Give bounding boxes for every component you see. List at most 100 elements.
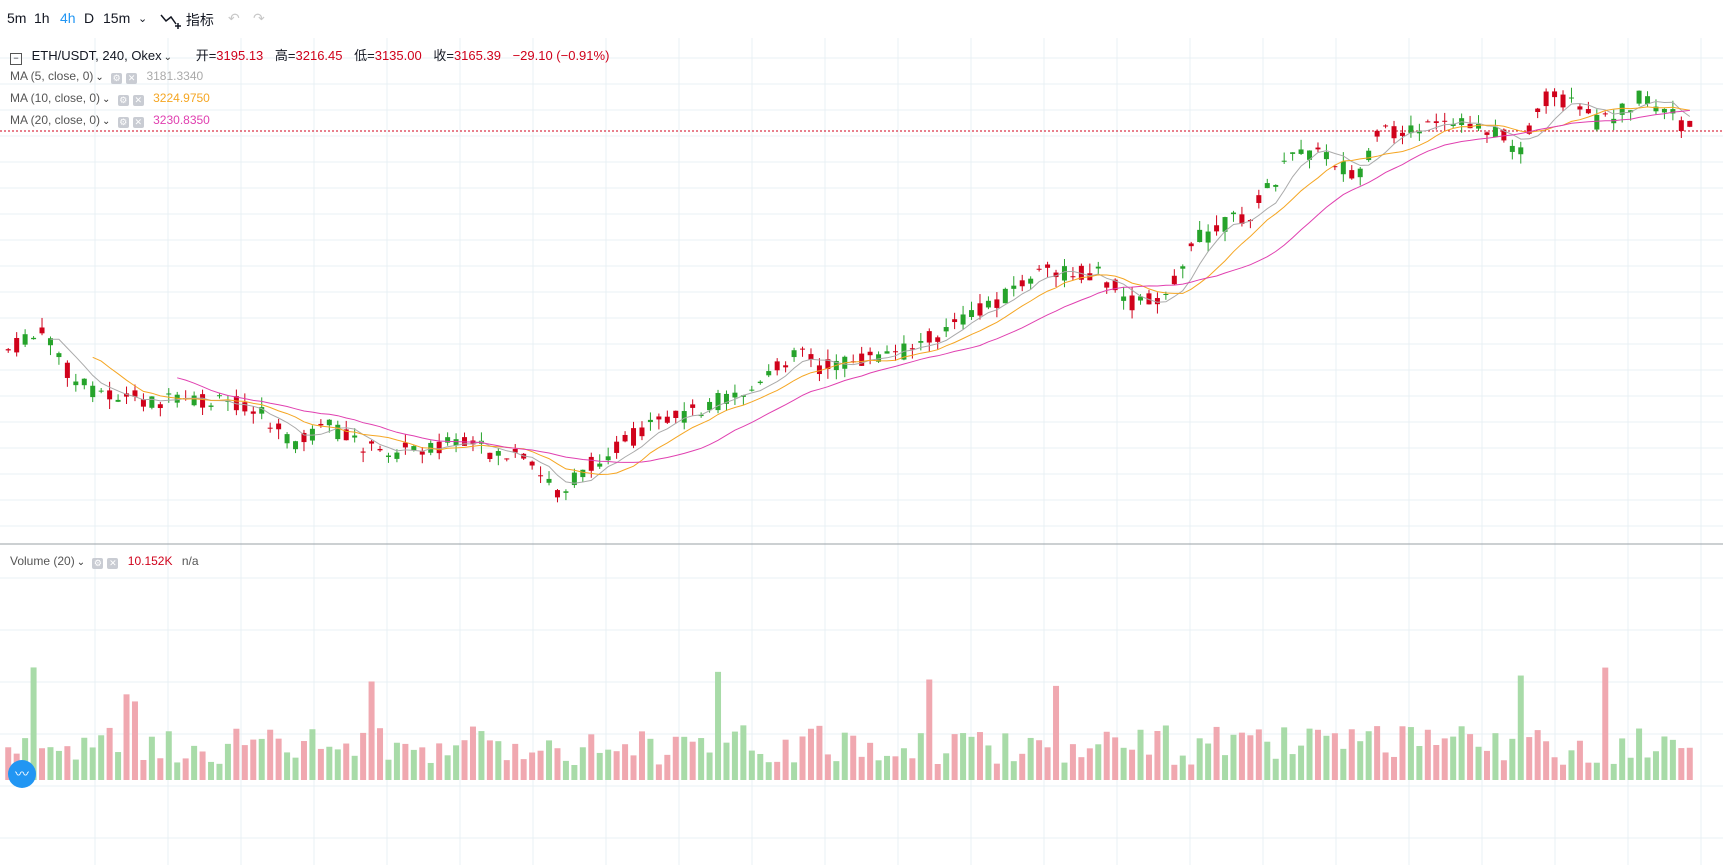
candle-body (504, 458, 510, 460)
candle-body (419, 451, 425, 455)
volume-bar (360, 732, 367, 780)
collapse-icon[interactable]: − (10, 53, 22, 65)
ma5-label[interactable]: MA (5, close, 0) (10, 69, 94, 83)
symbol-name[interactable]: ETH/USDT, 240, Okex (31, 48, 162, 63)
volume-bar (715, 671, 722, 780)
ma5-chevron-icon[interactable]: ⌄ (95, 72, 104, 83)
volume-bar (588, 734, 595, 780)
volume-bar (140, 759, 147, 780)
ma5-close-icon[interactable]: ✕ (126, 73, 138, 84)
volume-bar (1543, 741, 1550, 780)
high-label: 高= (274, 48, 296, 63)
volume-bar (1500, 760, 1507, 780)
candle-body (47, 338, 53, 346)
ma5-settings-icon[interactable]: ⚙ (111, 73, 123, 84)
candle-body (1526, 125, 1532, 134)
candle-body (631, 428, 637, 446)
volume-bar (1340, 748, 1347, 780)
candle-body (707, 401, 713, 411)
candle-body (1433, 121, 1439, 124)
candle-body (1374, 130, 1380, 137)
candle-body (1315, 147, 1321, 150)
open-label: 开= (195, 48, 217, 63)
candle-body (1036, 268, 1042, 270)
candle-body (740, 395, 746, 397)
candle-body (73, 381, 79, 386)
volume-bar (985, 745, 992, 780)
volume-bar (1467, 734, 1474, 780)
candle-body (81, 378, 87, 386)
volume-bar (174, 762, 181, 780)
volume-bar (39, 748, 46, 780)
volume-bar (664, 754, 671, 780)
ma10-settings-icon[interactable]: ⚙ (117, 95, 129, 106)
candle-body (1163, 294, 1169, 296)
volume-settings-icon[interactable]: ⚙ (92, 558, 104, 569)
volume-bar (191, 745, 198, 780)
volume-bar (241, 745, 248, 780)
volume-bar (1323, 735, 1330, 780)
price-chart[interactable] (0, 38, 1723, 865)
symbol-chevron-icon[interactable]: ⌄ (163, 52, 173, 63)
volume-bar (503, 760, 510, 780)
undo-icon[interactable]: ↶ (228, 10, 240, 26)
volume-bar (943, 753, 950, 780)
volume-bar (486, 740, 493, 780)
volume-bar (605, 749, 612, 780)
interval-15m[interactable]: 15m (103, 10, 131, 26)
ma20-close-icon[interactable]: ✕ (132, 117, 144, 128)
interval-1h[interactable]: 1h (34, 10, 50, 26)
candle-body (943, 327, 949, 332)
candle-body (622, 434, 628, 442)
volume-bar (1669, 739, 1676, 780)
candle-body (1028, 278, 1034, 284)
volume-bar (723, 742, 730, 780)
volume-bar (1534, 730, 1541, 780)
volume-bar (850, 735, 857, 780)
indicators-icon (160, 14, 181, 29)
interval-d[interactable]: D (84, 10, 95, 26)
interval-4h[interactable]: 4h (60, 10, 76, 26)
candle-body (749, 389, 755, 391)
ma10-close-icon[interactable]: ✕ (132, 95, 144, 106)
volume-bar (1399, 726, 1406, 780)
volume-bar (106, 727, 113, 780)
volume-label[interactable]: Volume (20) (10, 554, 75, 568)
candle-body (208, 405, 214, 407)
volume-close-icon[interactable]: ✕ (107, 558, 119, 569)
chart-area[interactable]: − ETH/USDT, 240, Okex ⌄ 开=3195.13 高=3216.… (0, 38, 1723, 865)
volume-bar (934, 764, 941, 780)
volume-chevron-icon[interactable]: ⌄ (76, 557, 86, 568)
candle-body (808, 354, 814, 360)
indicators-button[interactable]: 指标 (160, 10, 214, 30)
volume-bar (1205, 743, 1212, 780)
volume-bar (1619, 738, 1626, 780)
volume-bar (833, 761, 840, 780)
candle-body (935, 337, 941, 342)
candle-body (1154, 298, 1160, 305)
volume-bar (993, 763, 1000, 780)
volume-bar (1314, 729, 1321, 780)
candle-body (1112, 279, 1118, 291)
ma10-label[interactable]: MA (10, close, 0) (10, 91, 101, 105)
candle-body (98, 390, 104, 392)
ma20-settings-icon[interactable]: ⚙ (117, 117, 129, 128)
redo-icon[interactable]: ↷ (253, 10, 265, 26)
interval-5m[interactable]: 5m (7, 10, 27, 26)
candle-body (385, 455, 391, 458)
logo-icon[interactable]: 〰 (8, 760, 36, 788)
volume-bar (1610, 763, 1617, 780)
ma20-legend: MA (20, close, 0) ⌄ ⚙ ✕ 3230.8350 (10, 113, 210, 128)
ma20-label[interactable]: MA (20, close, 0) (10, 113, 101, 127)
candle-body (588, 456, 594, 471)
candle-body (293, 441, 299, 450)
ma10-chevron-icon[interactable]: ⌄ (102, 94, 111, 105)
ma20-chevron-icon[interactable]: ⌄ (102, 116, 111, 127)
interval-dropdown-chevron-icon[interactable]: ⌄ (138, 13, 148, 25)
volume-bar (300, 741, 307, 780)
candle-body (394, 452, 400, 459)
candle-body (284, 434, 290, 444)
candle-body (453, 439, 459, 446)
candle-body (1535, 108, 1541, 112)
open-value: 3195.13 (216, 48, 264, 63)
